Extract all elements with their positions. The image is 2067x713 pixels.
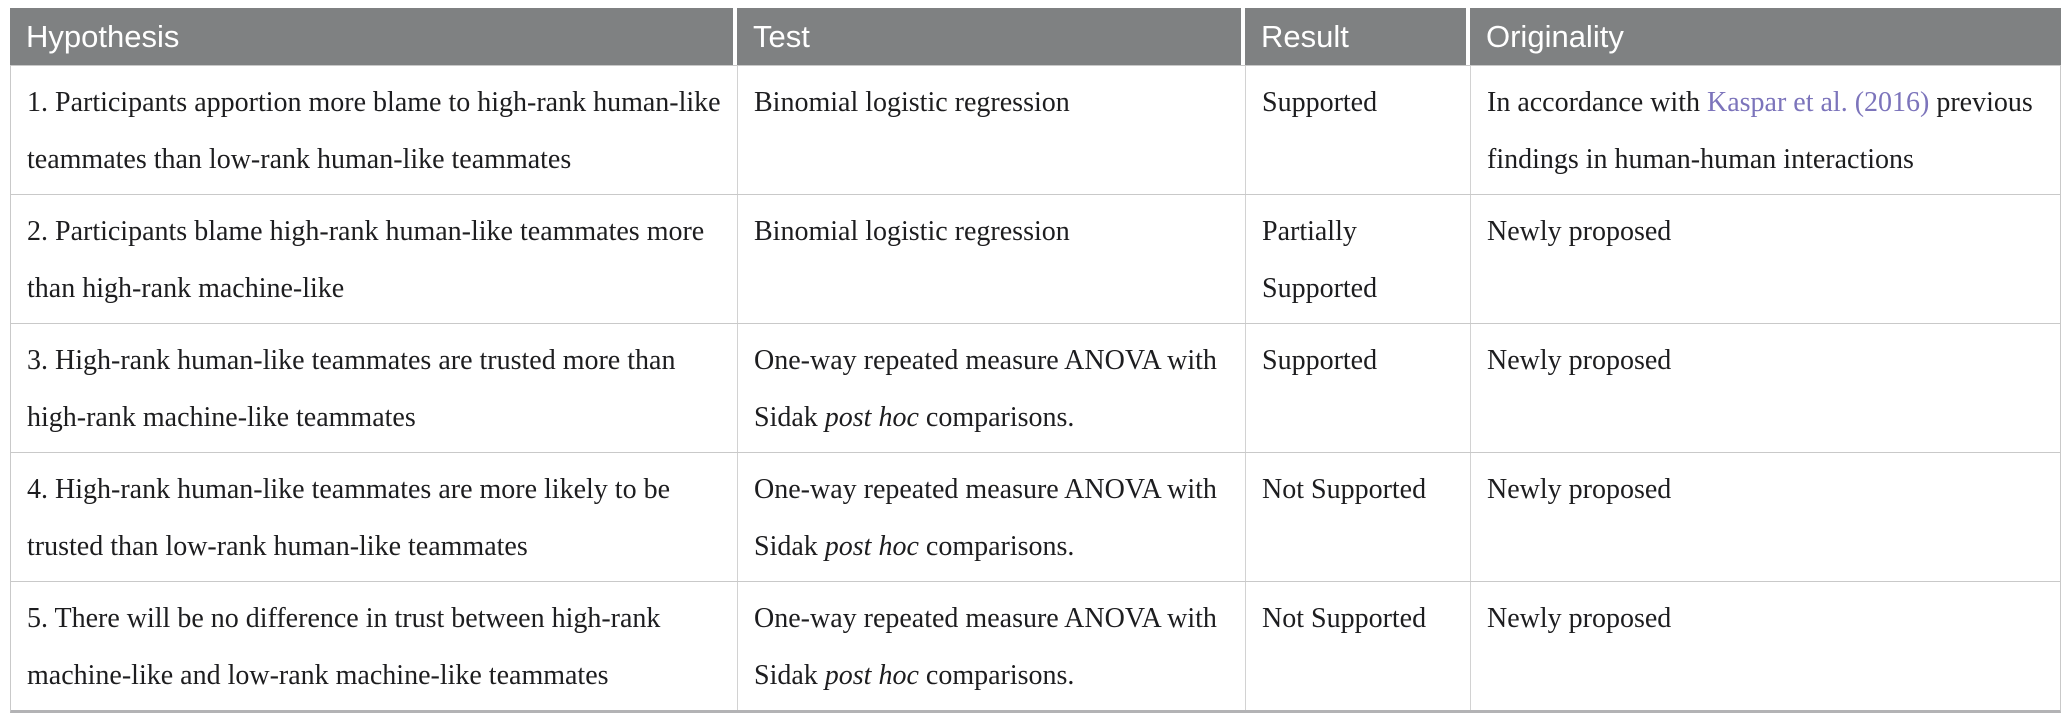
- test-cell: Binomial logistic regression: [738, 66, 1246, 194]
- result-cell: Supported: [1246, 66, 1471, 194]
- table-row: 3. High-rank human-like teammates are tr…: [11, 323, 2060, 452]
- hypothesis-cell: 2. Participants blame high-rank human-li…: [11, 195, 738, 323]
- cell-text: Newly proposed: [1487, 603, 1672, 634]
- originality-cell: Newly proposed: [1471, 453, 2060, 581]
- test-cell: One-way repeated measure ANOVA with Sida…: [738, 453, 1246, 581]
- hypothesis-cell: 4. High-rank human-like teammates are mo…: [11, 453, 738, 581]
- cell-text: Binomial logistic regression: [754, 216, 1070, 247]
- hypothesis-cell: 1. Participants apportion more blame to …: [11, 66, 738, 194]
- cell-text: Not Supported: [1262, 474, 1427, 505]
- table-header: Hypothesis Test Result Originality: [10, 8, 2061, 65]
- cell-text: comparisons.: [918, 402, 1075, 433]
- cell-text: Newly proposed: [1487, 216, 1672, 247]
- originality-cell: In accordance with Kaspar et al. (2016) …: [1471, 66, 2060, 194]
- column-header-hypothesis: Hypothesis: [10, 8, 737, 65]
- column-header-test: Test: [737, 8, 1245, 65]
- result-cell: Supported: [1246, 324, 1471, 452]
- table-row: 5. There will be no difference in trust …: [11, 581, 2060, 710]
- test-cell: One-way repeated measure ANOVA with Sida…: [738, 582, 1246, 710]
- cell-text: 3. High-rank human-like teammates are tr…: [27, 345, 676, 433]
- table-row: 2. Participants blame high-rank human-li…: [11, 194, 2060, 323]
- cell-text: Partially Supported: [1262, 216, 1378, 304]
- originality-cell: Newly proposed: [1471, 195, 2060, 323]
- cell-text: 5. There will be no difference in trust …: [27, 603, 661, 691]
- cell-text: In accordance with: [1487, 87, 1707, 118]
- cell-text: Not Supported: [1262, 603, 1427, 634]
- test-cell: One-way repeated measure ANOVA with Sida…: [738, 324, 1246, 452]
- column-header-result: Result: [1245, 8, 1470, 65]
- citation-link[interactable]: Kaspar et al. (2016): [1707, 87, 1930, 118]
- cell-text: Newly proposed: [1487, 474, 1672, 505]
- italic-text: post hoc: [824, 402, 919, 433]
- result-cell: Partially Supported: [1246, 195, 1471, 323]
- table-row: 4. High-rank human-like teammates are mo…: [11, 452, 2060, 581]
- originality-cell: Newly proposed: [1471, 582, 2060, 710]
- result-cell: Not Supported: [1246, 582, 1471, 710]
- cell-text: One-way repeated measure ANOVA with Sida…: [754, 474, 1217, 562]
- table-body: 1. Participants apportion more blame to …: [11, 65, 2060, 710]
- hypothesis-cell: 5. There will be no difference in trust …: [11, 582, 738, 710]
- italic-text: post hoc: [824, 531, 919, 562]
- cell-text: Binomial logistic regression: [754, 87, 1070, 118]
- cell-text: comparisons.: [918, 531, 1075, 562]
- italic-text: post hoc: [824, 660, 919, 691]
- test-cell: Binomial logistic regression: [738, 195, 1246, 323]
- cell-text: Supported: [1262, 87, 1378, 118]
- cell-text: previous findings in human-human interac…: [1487, 87, 2033, 175]
- cell-text: Newly proposed: [1487, 345, 1672, 376]
- hypothesis-cell: 3. High-rank human-like teammates are tr…: [11, 324, 738, 452]
- originality-cell: Newly proposed: [1471, 324, 2060, 452]
- cell-text: 4. High-rank human-like teammates are mo…: [27, 474, 671, 562]
- cell-text: Supported: [1262, 345, 1378, 376]
- cell-text: One-way repeated measure ANOVA with Sida…: [754, 345, 1217, 433]
- cell-text: comparisons.: [918, 660, 1075, 691]
- results-table: Hypothesis Test Result Originality 1. Pa…: [10, 8, 2061, 713]
- cell-text: 1. Participants apportion more blame to …: [27, 87, 721, 175]
- cell-text: 2. Participants blame high-rank human-li…: [27, 216, 705, 304]
- column-header-originality: Originality: [1470, 8, 2061, 65]
- result-cell: Not Supported: [1246, 453, 1471, 581]
- table-row: 1. Participants apportion more blame to …: [11, 65, 2060, 194]
